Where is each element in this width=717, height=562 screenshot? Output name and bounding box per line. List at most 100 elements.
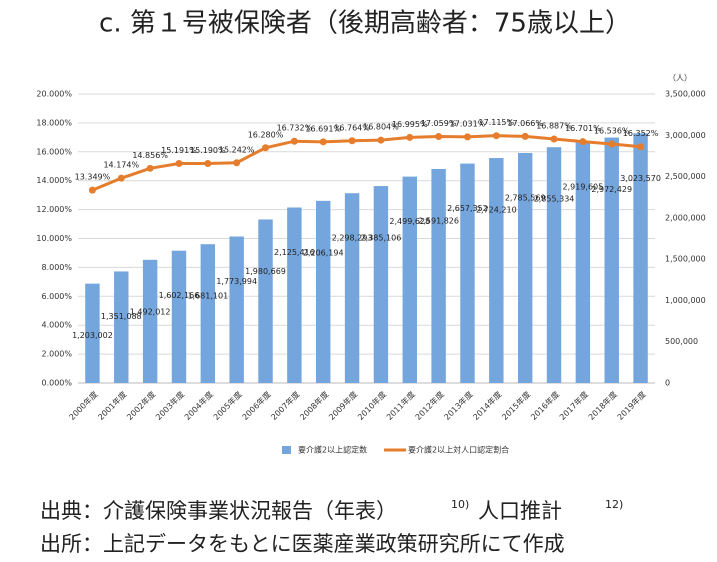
bar-value-label: 2,785,569 <box>505 193 546 202</box>
x-tick-label: 2019年度 <box>615 389 648 422</box>
x-tick-label: 2017年度 <box>557 389 590 422</box>
x-tick-label: 2014年度 <box>471 389 504 422</box>
legend-swatch <box>282 446 291 454</box>
line-value-label: 14.856% <box>132 151 168 160</box>
bar <box>373 186 389 383</box>
line-value-label: 16.732% <box>277 124 313 133</box>
line-point <box>348 137 356 145</box>
line-point <box>204 160 212 168</box>
x-tick-label: 2005年度 <box>211 389 244 422</box>
x-tick-label: 2004年度 <box>182 389 215 422</box>
line-value-label: 16.804% <box>363 123 399 132</box>
bar <box>316 200 331 383</box>
y-tick-label: 2.000% <box>41 350 72 359</box>
line-value-label: 16.691% <box>305 124 341 133</box>
x-tick-label: 2010年度 <box>355 389 388 422</box>
bar-value-label: 2,385,106 <box>361 234 402 243</box>
line-point <box>435 132 443 140</box>
bar-value-label: 2,972,429 <box>591 185 632 194</box>
bar <box>200 244 216 383</box>
bar-value-label: 2,499,628 <box>389 217 430 226</box>
x-tick-label: 2006年度 <box>240 389 273 422</box>
bar <box>604 137 619 383</box>
x-tick-label: 2001年度 <box>96 389 129 422</box>
source-ref: 12) <box>605 498 623 511</box>
bar <box>489 158 504 383</box>
line-point <box>463 133 471 141</box>
y-tick-label: 20.000% <box>36 90 72 99</box>
bar <box>287 207 302 383</box>
line-point <box>319 138 327 146</box>
bar-value-label: 2,591,826 <box>418 216 459 225</box>
x-tick-label: 2007年度 <box>269 389 302 422</box>
y-tick-label: 4.000% <box>41 321 72 330</box>
x-tick-label: 2000年度 <box>67 389 100 422</box>
bar-value-label: 2,206,194 <box>303 248 344 257</box>
line-point <box>233 159 241 167</box>
line-value-label: 15.242% <box>219 145 255 154</box>
line-value-label: 16.280% <box>248 130 284 139</box>
x-tick-label: 2009年度 <box>326 389 359 422</box>
y-tick-label: 10.000% <box>36 234 72 243</box>
source-text: 出典：介護保険事業状況報告（年表） <box>40 499 397 523</box>
bar-value-label: 1,602,166 <box>159 291 200 300</box>
bar-value-label: 2,855,334 <box>534 195 575 204</box>
bar <box>258 219 273 383</box>
line-point <box>550 135 558 143</box>
x-tick-label: 2015年度 <box>500 389 533 422</box>
y2-tick-label: 1,500,000 <box>665 255 706 264</box>
y-tick-label: 6.000% <box>41 292 72 301</box>
line-value-label: 16.764% <box>334 123 370 132</box>
y2-tick-label: 2,000,000 <box>665 213 706 222</box>
y2-tick-label: 0 <box>665 379 670 388</box>
x-tick-label: 2003年度 <box>153 389 186 422</box>
line-value-label: 17.115% <box>479 118 515 127</box>
line-value-label: 16.536% <box>594 127 630 136</box>
bar-value-label: 2,919,605 <box>563 182 604 191</box>
bar <box>114 271 129 383</box>
bar-value-label: 2,724,210 <box>476 206 517 215</box>
line-point <box>117 174 125 182</box>
bar-value-label: 1,681,101 <box>187 292 228 301</box>
line-point <box>377 136 385 144</box>
y-tick-label: 18.000% <box>36 118 72 127</box>
line-value-label: 17.031% <box>450 119 486 128</box>
line-point <box>290 137 298 145</box>
y-tick-label: 8.000% <box>41 263 72 272</box>
x-tick-label: 2002年度 <box>125 389 158 422</box>
x-tick-label: 2016年度 <box>528 389 561 422</box>
bar <box>85 283 100 383</box>
bar <box>171 250 187 383</box>
source-ref: 10) <box>451 498 469 511</box>
line-value-label: 13.349% <box>75 173 111 182</box>
bar-value-label: 1,773,994 <box>216 277 257 286</box>
line-value-label: 16.352% <box>623 129 659 138</box>
line-point <box>521 132 529 140</box>
line-value-label: 15.190% <box>190 146 226 155</box>
line-point <box>88 186 96 194</box>
bar-value-label: 1,351,088 <box>101 312 142 321</box>
x-tick-label: 2018年度 <box>586 389 619 422</box>
bar <box>402 176 417 383</box>
bar-value-label: 2,657,352 <box>447 204 488 213</box>
y2-tick-label: 500,000 <box>665 337 698 346</box>
line-point <box>146 164 154 172</box>
origin-text: 出所：上記データをもとに医薬産業政策研究所にて作成 <box>40 532 565 556</box>
bar-value-label: 2,298,293 <box>332 234 373 243</box>
legend-label: 要介護2以上認定数 <box>298 445 367 455</box>
line-point <box>175 159 183 167</box>
line-point <box>579 138 587 146</box>
bar <box>460 163 475 383</box>
line-point <box>608 140 616 148</box>
line-value-label: 16.887% <box>536 121 572 130</box>
bar <box>142 259 158 383</box>
line-value-label: 16.701% <box>565 124 601 133</box>
line-value-label: 17.066% <box>507 119 543 128</box>
bar-value-label: 1,492,012 <box>130 307 171 316</box>
line-point <box>262 144 270 152</box>
y-tick-label: 16.000% <box>36 147 72 156</box>
y2-tick-label: 2,500,000 <box>665 172 706 181</box>
y2-unit: （人） <box>668 74 692 83</box>
bar <box>517 152 533 383</box>
